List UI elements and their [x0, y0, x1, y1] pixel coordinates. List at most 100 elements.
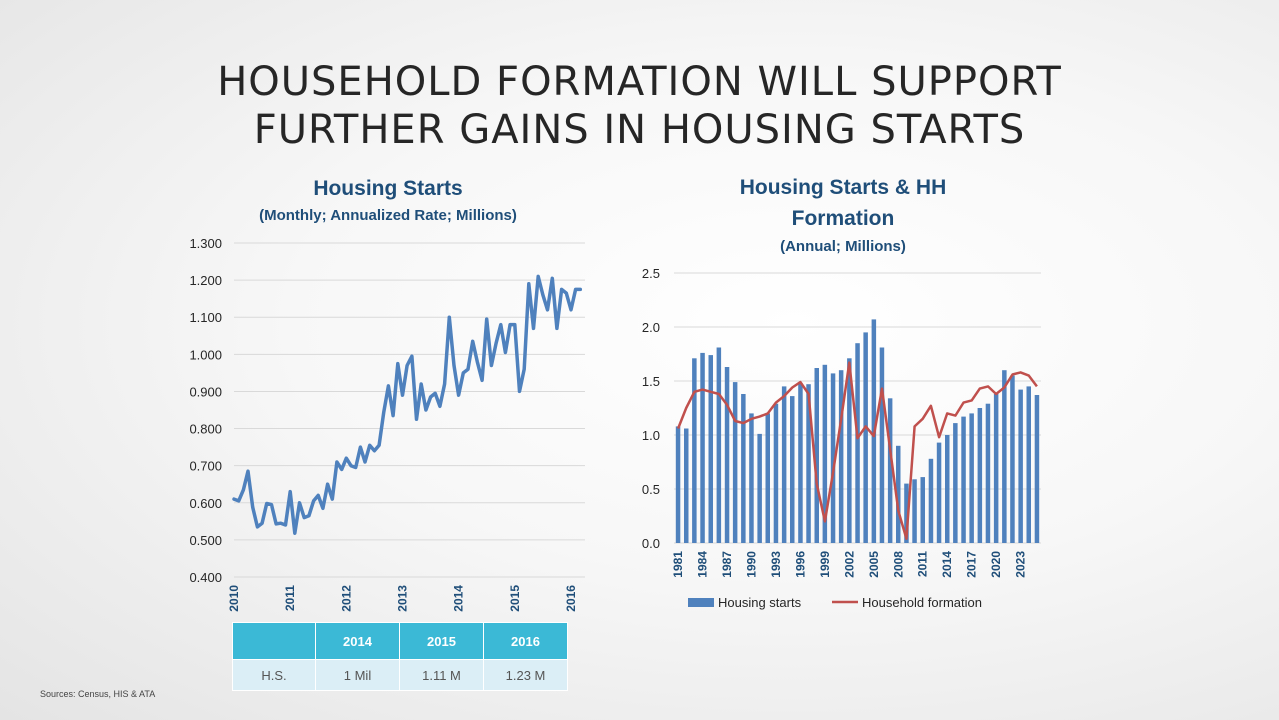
- right-x-tick-label: 2014: [940, 551, 954, 578]
- housing-starts-bar: [741, 394, 746, 543]
- housing-starts-bar: [945, 435, 950, 543]
- housing-starts-summary-table: 2014 2015 2016 H.S. 1 Mil 1.11 M 1.23 M: [232, 622, 568, 691]
- source-note: Sources: Census, HIS & ATA: [40, 689, 156, 699]
- right-x-tick-label: 2020: [989, 551, 1003, 578]
- left-x-tick-label: 2010: [227, 585, 241, 612]
- housing-starts-bar: [724, 367, 730, 543]
- housing-starts-bar: [936, 442, 942, 543]
- left-chart-x-axis: 2010 2011 2012 2013 2014 2015 2016: [227, 585, 578, 612]
- table-header-cell: 2014: [315, 622, 400, 660]
- left-y-tick-label: 1.200: [189, 273, 222, 288]
- right-y-tick-label: 2.0: [642, 320, 660, 335]
- left-x-tick-label: 2015: [508, 585, 522, 612]
- left-chart-gridlines: [234, 242, 585, 578]
- housing-starts-bar: [887, 398, 893, 543]
- left-x-tick-label: 2014: [452, 585, 466, 612]
- right-x-tick-label: 1981: [671, 551, 685, 578]
- housing-starts-hh-formation-chart: Housing Starts & HH Formation (Annual; M…: [642, 176, 1041, 610]
- left-chart-y-axis: 1.300 1.200 1.100 1.000 0.900 0.800 0.700 0.600…: [189, 236, 222, 585]
- table-cell: H.S.: [232, 659, 316, 691]
- left-y-tick-label: 1.100: [189, 310, 222, 325]
- right-chart-legend: Housing starts Household formation: [688, 595, 982, 610]
- left-y-tick-label: 0.900: [189, 384, 222, 399]
- right-x-tick-label: 2005: [867, 551, 881, 578]
- table-row: H.S. 1 Mil 1.11 M 1.23 M: [232, 659, 568, 691]
- left-x-tick-label: 2011: [283, 585, 297, 611]
- housing-starts-bar: [985, 403, 991, 543]
- left-x-tick-label: 2016: [564, 585, 578, 612]
- legend-housing-starts-swatch: [688, 598, 714, 607]
- housing-starts-bar: [1018, 389, 1023, 543]
- housing-starts-bar: [1002, 370, 1007, 543]
- housing-starts-bar: [692, 358, 697, 543]
- right-chart-y-axis: 2.5 2.0 1.5 1.0 0.5 0.0: [642, 266, 660, 551]
- right-chart-title-line-1: Housing Starts & HH: [740, 176, 947, 199]
- right-x-tick-label: 1993: [769, 551, 783, 578]
- housing-starts-bar: [814, 368, 819, 543]
- slide-title-line-2: FURTHER GAINS IN HOUSING STARTS: [253, 107, 1026, 153]
- left-x-tick-label: 2012: [339, 585, 353, 612]
- right-x-tick-label: 1996: [793, 551, 807, 578]
- housing-starts-bar: [879, 347, 885, 543]
- housing-starts-bar: [896, 445, 901, 543]
- left-chart-subtitle: (Monthly; Annualized Rate; Millions): [259, 207, 517, 224]
- table-header-cell: 2015: [399, 622, 484, 660]
- left-chart-title: Housing Starts: [313, 177, 462, 200]
- right-chart-title-line-2: Formation: [792, 207, 895, 230]
- right-chart-subtitle: (Annual; Millions): [780, 238, 906, 255]
- housing-starts-monthly-chart: Housing Starts (Monthly; Annualized Rate…: [189, 177, 585, 612]
- housing-starts-bar: [961, 416, 966, 543]
- housing-starts-bar: [1010, 375, 1015, 543]
- housing-starts-bar: [928, 458, 934, 543]
- left-y-tick-label: 1.000: [189, 347, 222, 362]
- table-cell: 1.23 M: [483, 659, 568, 691]
- left-y-tick-label: 0.500: [189, 533, 222, 548]
- housing-starts-bar: [757, 433, 762, 543]
- table-cell: 1.11 M: [399, 659, 484, 691]
- legend-household-formation-label: Household formation: [862, 595, 982, 610]
- right-x-tick-label: 1990: [744, 551, 758, 578]
- slide-title: HOUSEHOLD FORMATION WILL SUPPORT FURTHER…: [0, 58, 1279, 154]
- left-y-tick-label: 1.300: [189, 236, 222, 251]
- housing-starts-bar: [700, 352, 705, 543]
- housing-starts-bar: [708, 355, 713, 543]
- housing-starts-bar: [675, 426, 681, 543]
- housing-starts-bar: [732, 382, 738, 543]
- left-y-tick-label: 0.600: [189, 496, 222, 511]
- right-x-tick-label: 2008: [891, 551, 905, 578]
- housing-starts-bar: [969, 413, 974, 543]
- housing-starts-bar: [993, 394, 999, 543]
- right-x-tick-label: 1999: [818, 551, 832, 578]
- table-header-row: 2014 2015 2016: [232, 622, 568, 660]
- housing-starts-bar: [953, 423, 958, 543]
- housing-starts-bar: [1034, 395, 1040, 543]
- left-x-tick-label: 2013: [395, 585, 409, 612]
- right-x-tick-label: 2017: [965, 551, 979, 578]
- table-header-cell: 2016: [483, 622, 568, 660]
- housing-starts-bar: [830, 373, 836, 543]
- household-formation-line: [676, 361, 1038, 540]
- housing-starts-bar: [773, 403, 779, 543]
- housing-starts-bar: [1026, 386, 1031, 543]
- left-y-tick-label: 0.700: [189, 459, 222, 474]
- right-y-tick-label: 1.5: [642, 374, 660, 389]
- right-x-tick-label: 1984: [696, 551, 710, 578]
- housing-starts-bar: [912, 479, 917, 543]
- legend-housing-starts-label: Housing starts: [718, 595, 802, 610]
- housing-starts-bar: [790, 396, 795, 543]
- left-y-tick-label: 0.800: [189, 422, 222, 437]
- housing-starts-bar: [977, 408, 983, 543]
- right-x-tick-label: 1987: [720, 551, 734, 578]
- right-y-tick-label: 0.0: [642, 536, 660, 551]
- left-y-tick-label: 0.400: [189, 570, 222, 585]
- table-cell: 1 Mil: [315, 659, 400, 691]
- housing-starts-bar: [904, 483, 909, 543]
- housing-starts-bar: [781, 386, 787, 543]
- right-x-tick-label: 2023: [1014, 551, 1028, 578]
- housing-starts-bar: [684, 428, 689, 543]
- housing-starts-bar: [847, 358, 852, 543]
- housing-starts-bar: [838, 370, 844, 543]
- housing-starts-bar: [855, 343, 860, 543]
- housing-starts-bar: [920, 477, 925, 543]
- right-y-tick-label: 1.0: [642, 428, 660, 443]
